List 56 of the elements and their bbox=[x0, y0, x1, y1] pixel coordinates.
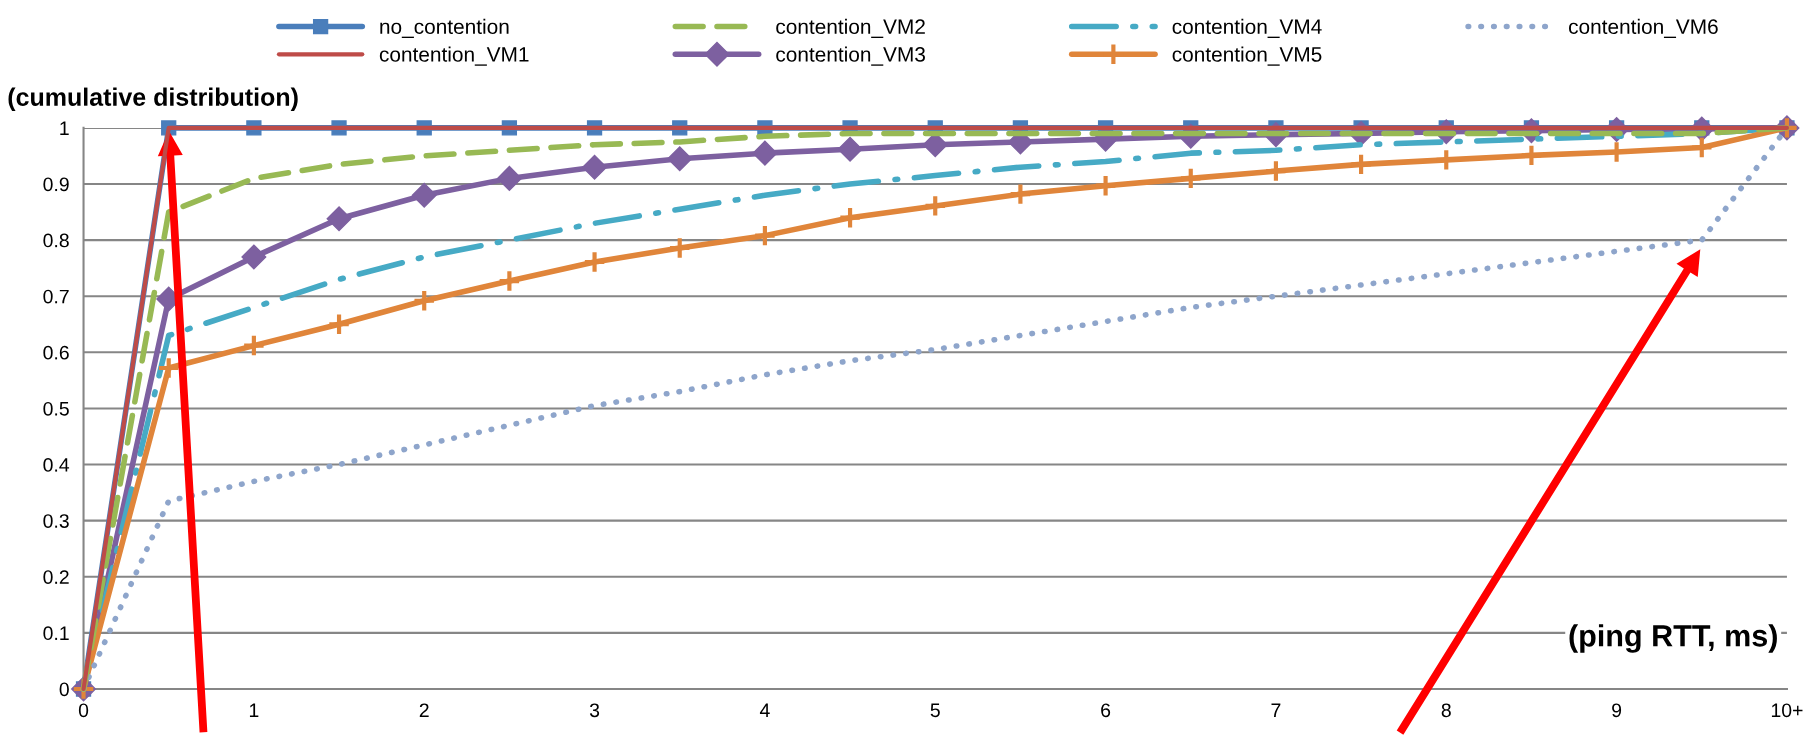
y-tick-label: 0.1 bbox=[43, 626, 69, 641]
legend-label: contention_VM6 bbox=[1568, 18, 1718, 38]
point bbox=[667, 236, 692, 260]
x-tick-label: 4 bbox=[759, 703, 770, 717]
y-tick-label: 0.5 bbox=[43, 401, 69, 416]
point bbox=[412, 288, 437, 313]
point bbox=[1689, 135, 1714, 160]
point bbox=[838, 205, 862, 230]
legend-label: no_contention bbox=[380, 18, 509, 38]
x-tick-label: 2 bbox=[419, 703, 429, 717]
y-tick-label: 1 bbox=[60, 121, 69, 135]
y-tick-label: 0 bbox=[59, 682, 69, 697]
legend-label: contention_VM4 bbox=[1172, 18, 1322, 38]
x-tick-label: 7 bbox=[1271, 703, 1281, 717]
point bbox=[1519, 143, 1544, 168]
point bbox=[1264, 159, 1288, 183]
y-tick-label: 0.4 bbox=[43, 458, 70, 472]
x-tick-label: 5 bbox=[930, 703, 940, 718]
point bbox=[497, 269, 522, 293]
point bbox=[411, 182, 437, 208]
point bbox=[327, 312, 351, 337]
legend-label: contention_VM1 bbox=[379, 46, 529, 66]
point bbox=[837, 136, 863, 162]
point bbox=[752, 140, 778, 166]
legend-label: contention_VM3 bbox=[776, 46, 925, 66]
point bbox=[156, 356, 181, 380]
x-tick-label: 3 bbox=[589, 703, 600, 718]
point bbox=[1093, 173, 1118, 198]
point bbox=[242, 333, 266, 358]
point bbox=[753, 223, 777, 248]
y-axis-title: (cumulative distribution) bbox=[8, 87, 298, 111]
point bbox=[923, 194, 948, 218]
point bbox=[582, 250, 607, 274]
y-tick-label: 0.8 bbox=[43, 233, 69, 248]
point bbox=[667, 146, 693, 172]
legend-label: contention_VM2 bbox=[776, 18, 925, 38]
y-tick-label: 0.7 bbox=[43, 289, 69, 304]
x-tick-label: 10+ bbox=[1771, 703, 1803, 718]
legend-label: contention_VM5 bbox=[1172, 46, 1322, 66]
x-axis-title: (ping RTT, ms) bbox=[1569, 624, 1777, 653]
x-tick-label: 0 bbox=[78, 703, 89, 718]
point bbox=[496, 165, 522, 191]
x-tick-label: 1 bbox=[249, 703, 259, 717]
point bbox=[241, 244, 267, 270]
point bbox=[326, 206, 352, 232]
point bbox=[1008, 182, 1033, 206]
point bbox=[1349, 152, 1373, 177]
y-tick-label: 0.2 bbox=[43, 570, 69, 585]
y-tick-label: 0.9 bbox=[43, 177, 69, 192]
y-tick-label: 0.3 bbox=[43, 514, 69, 528]
x-tick-label: 6 bbox=[1101, 703, 1111, 718]
y-tick-label: 0.6 bbox=[43, 345, 69, 360]
x-tick-label: 8 bbox=[1441, 703, 1451, 718]
point bbox=[582, 154, 608, 180]
x-tick-label: 9 bbox=[1612, 703, 1622, 718]
point bbox=[1178, 166, 1203, 191]
